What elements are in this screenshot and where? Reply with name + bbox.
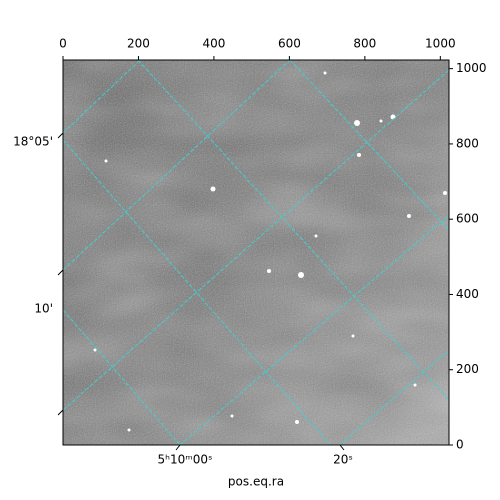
stars [93,71,447,432]
y-tick-label: 400 [456,287,479,301]
dec-tick-label: 10' [34,302,53,316]
x-tick-label: 600 [278,37,301,51]
x-tick-label: 200 [127,37,150,51]
coordinate-grid [63,60,449,445]
y-tick-label: 600 [456,212,479,226]
x-tick-label: 1000 [425,37,456,51]
y-tick-label: 200 [456,362,479,376]
x-tick-label: 400 [202,37,225,51]
ra-tick-label: 5ʰ10ᵐ00ˢ [158,453,213,467]
y-tick-label: 1000 [456,61,487,75]
dec-tick-label: 18°05' [13,135,53,149]
x-tick-label: 0 [59,37,67,51]
y-tick-label: 800 [456,136,479,150]
sky-image [63,60,449,445]
frame [62,59,450,446]
ra-tick-label: 20ˢ [333,453,353,467]
x-axis-label: pos.eq.ra [228,475,284,489]
y-tick-label: 0 [456,438,464,452]
x-tick-label: 800 [353,37,376,51]
wcs-ticks [57,132,345,451]
